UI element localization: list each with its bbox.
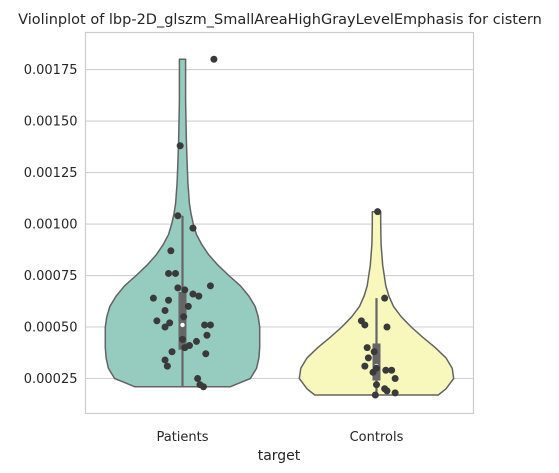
data-point <box>388 366 396 374</box>
data-point <box>374 208 382 216</box>
data-point <box>381 294 389 302</box>
data-point <box>167 247 175 255</box>
data-point <box>176 142 184 150</box>
data-point <box>203 331 211 339</box>
data-point <box>166 319 174 327</box>
y-tick-label: 0.00025 <box>24 372 78 387</box>
data-point <box>174 212 182 220</box>
y-tick-label: 0.00050 <box>24 321 78 336</box>
data-point <box>370 348 378 356</box>
y-tick-label: 0.00175 <box>24 63 78 78</box>
data-point <box>172 269 180 277</box>
data-point <box>189 290 197 298</box>
data-point <box>165 296 173 304</box>
x-tick-labels: Patients Controls <box>156 430 403 445</box>
data-point <box>192 337 200 345</box>
y-tick-label: 0.00075 <box>24 269 78 284</box>
data-point <box>161 307 169 315</box>
median-marker-patients <box>180 322 185 328</box>
data-point <box>165 269 173 277</box>
data-point <box>371 391 379 399</box>
x-axis-title: target <box>258 448 301 464</box>
data-point <box>195 292 203 300</box>
data-point <box>391 389 399 397</box>
data-point <box>194 374 202 382</box>
data-point <box>168 348 176 356</box>
y-tick-label: 0.00100 <box>24 218 78 233</box>
data-point <box>199 383 207 391</box>
x-tick-label: Patients <box>156 430 208 445</box>
data-point <box>179 335 186 343</box>
data-point <box>206 282 214 290</box>
y-tick-label: 0.00150 <box>24 115 78 130</box>
x-tick-label: Controls <box>350 430 404 445</box>
iqr-box-controls <box>372 343 381 381</box>
data-point <box>201 321 209 329</box>
data-point <box>361 362 369 370</box>
data-point <box>363 344 371 352</box>
data-point <box>180 313 188 321</box>
data-point <box>383 323 391 331</box>
data-point <box>181 286 189 294</box>
strip-points <box>149 55 399 399</box>
data-point <box>153 317 161 325</box>
iqr-box-patients <box>178 291 187 350</box>
data-point <box>189 224 197 232</box>
data-point <box>369 368 377 376</box>
y-tick-label: 0.00125 <box>24 166 78 181</box>
inner-boxes <box>178 215 381 395</box>
data-point <box>161 356 169 364</box>
data-point <box>206 321 214 329</box>
data-point <box>174 284 182 292</box>
data-point <box>163 362 171 370</box>
data-point <box>364 354 372 362</box>
data-point <box>382 366 390 374</box>
data-point <box>149 294 157 302</box>
data-point <box>181 344 189 352</box>
y-tick-labels: 0.00025 0.00050 0.00075 0.00100 0.00125 0.001… <box>24 63 78 387</box>
plot-frame <box>84 31 475 415</box>
data-point <box>202 350 210 358</box>
data-point <box>361 321 369 329</box>
data-point <box>161 323 169 331</box>
data-point <box>184 302 192 310</box>
data-point <box>383 387 391 395</box>
data-point <box>391 374 399 382</box>
data-point <box>373 381 380 389</box>
chart-title: Violinplot of lbp-2D_glszm_SmallAreaHigh… <box>18 12 542 28</box>
data-point <box>210 55 218 63</box>
